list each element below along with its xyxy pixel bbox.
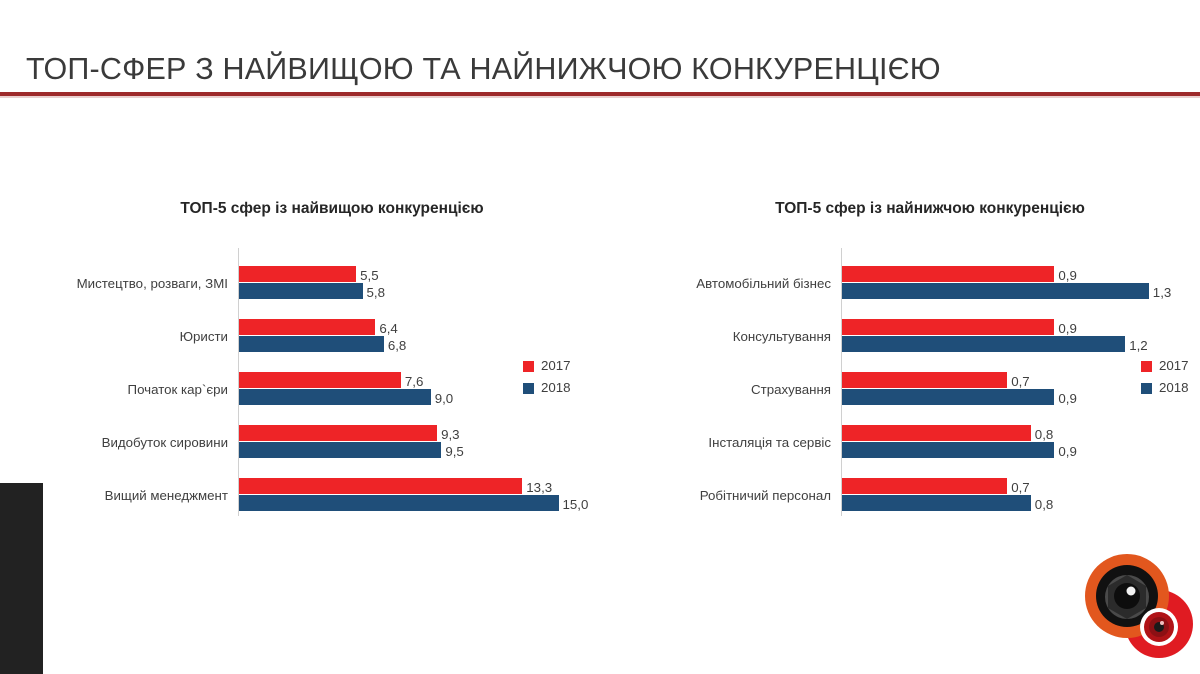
bar-2018 xyxy=(239,389,431,405)
bar-2018 xyxy=(842,389,1055,405)
bar-value-label: 6,4 xyxy=(379,321,398,336)
chart-title-lowest: ТОП-5 сфер із найнижчою конкуренцією xyxy=(775,200,1085,217)
eye-lens-logo xyxy=(1083,552,1195,664)
logo-highlight xyxy=(1126,586,1136,596)
chart-lowest-competition: ТОП-5 сфер із найнижчою конкуренцією Авт… xyxy=(632,190,1200,540)
bar-value-label: 6,8 xyxy=(387,338,407,353)
bar-value-label: 1,2 xyxy=(1129,338,1148,353)
bar-2018 xyxy=(239,336,384,352)
bar-value-label: 9,3 xyxy=(441,427,460,442)
bar-2017 xyxy=(239,478,523,494)
legend-label: 2018 xyxy=(541,380,571,396)
logo-pupil xyxy=(1114,583,1140,609)
bar-2018 xyxy=(239,495,559,511)
category-label: Початок кар`єри xyxy=(127,382,228,397)
bar-value-label: 5,5 xyxy=(360,268,379,283)
legend-label: 2018 xyxy=(1159,380,1189,396)
category-label: Видобуток сировини xyxy=(101,435,228,450)
chart-legend: 2017 2018 xyxy=(523,355,571,399)
left-edge-tab xyxy=(0,483,43,674)
bar-2017 xyxy=(239,372,401,388)
bar-value-label: 9,5 xyxy=(445,444,464,459)
bar-value-label: 7,6 xyxy=(404,374,424,389)
bar-value-label: 0,9 xyxy=(1058,268,1077,283)
category-label: Інсталяція та сервіс xyxy=(708,435,831,450)
bar-2017 xyxy=(239,425,438,441)
bar-value-label: 0,7 xyxy=(1011,480,1030,495)
legend-label: 2017 xyxy=(1159,358,1189,374)
legend-item-2017[interactable]: 2017 xyxy=(523,355,571,377)
bar-2017 xyxy=(842,319,1055,335)
chart-highest-competition: ТОП-5 сфер із найвищою конкуренцією Мист… xyxy=(26,190,626,540)
category-label: Страхування xyxy=(751,382,831,397)
category-label: Робітничий персонал xyxy=(699,488,831,503)
bar-2018 xyxy=(842,442,1055,458)
plot-area-highest: Мистецтво, розваги, ЗМІ 5,5 5,8 Юристи 6,4 6,… xyxy=(26,190,626,540)
bar-2017 xyxy=(239,266,357,282)
legend-label: 2017 xyxy=(541,358,571,374)
bar-2018 xyxy=(239,442,442,458)
legend-swatch-icon xyxy=(1141,360,1152,372)
bar-value-label: 0,9 xyxy=(1058,321,1077,336)
category-label: Автомобільний бізнес xyxy=(696,276,831,291)
category-label: Мистецтво, розваги, ЗМІ xyxy=(76,276,228,291)
bar-2018 xyxy=(239,283,363,299)
bar-value-label: 0,9 xyxy=(1058,444,1077,459)
bar-2017 xyxy=(842,372,1008,388)
bar-value-label: 5,8 xyxy=(366,285,386,300)
legend-item-2017[interactable]: 2017 xyxy=(1141,355,1189,377)
bar-value-label: 0,8 xyxy=(1034,427,1054,442)
value-axis-line xyxy=(238,248,239,516)
bar-2017 xyxy=(842,266,1055,282)
legend-swatch-icon xyxy=(1141,382,1152,394)
bar-2018 xyxy=(842,495,1031,511)
title-divider xyxy=(0,92,1200,96)
bar-value-label: 9,0 xyxy=(434,391,454,406)
page-title: ТОП-СФЕР З НАЙВИЩОЮ ТА НАЙНИЖЧОЮ КОНКУРЕ… xyxy=(26,52,941,87)
legend-item-2018[interactable]: 2018 xyxy=(523,377,571,399)
bar-2017 xyxy=(239,319,376,335)
bar-2018 xyxy=(842,283,1149,299)
legend-item-2018[interactable]: 2018 xyxy=(1141,377,1189,399)
bar-value-label: 0,8 xyxy=(1034,497,1054,512)
bar-2017 xyxy=(842,478,1008,494)
bar-value-label: 0,7 xyxy=(1011,374,1030,389)
bar-value-label: 1,3 xyxy=(1152,285,1172,300)
bar-value-label: 15,0 xyxy=(562,497,589,512)
category-label: Юристи xyxy=(179,329,228,344)
bar-value-label: 0,9 xyxy=(1058,391,1077,406)
plot-area-lowest: Автомобільний бізнес 0,9 1,3 Консультування… xyxy=(632,190,1200,540)
title-divider-shadow xyxy=(0,96,1200,98)
bar-2018 xyxy=(842,336,1126,352)
logo-small-eye-highlight xyxy=(1160,621,1164,625)
chart-title-highest: ТОП-5 сфер із найвищою конкуренцією xyxy=(180,200,484,217)
legend-swatch-icon xyxy=(523,360,534,372)
category-label: Вищий менеджмент xyxy=(104,488,228,503)
legend-swatch-icon xyxy=(523,382,534,394)
bar-value-label: 13,3 xyxy=(526,480,553,495)
bar-2017 xyxy=(842,425,1031,441)
value-axis-line xyxy=(841,248,842,516)
chart-legend: 2017 2018 xyxy=(1141,355,1189,399)
category-label: Консультування xyxy=(732,329,831,344)
